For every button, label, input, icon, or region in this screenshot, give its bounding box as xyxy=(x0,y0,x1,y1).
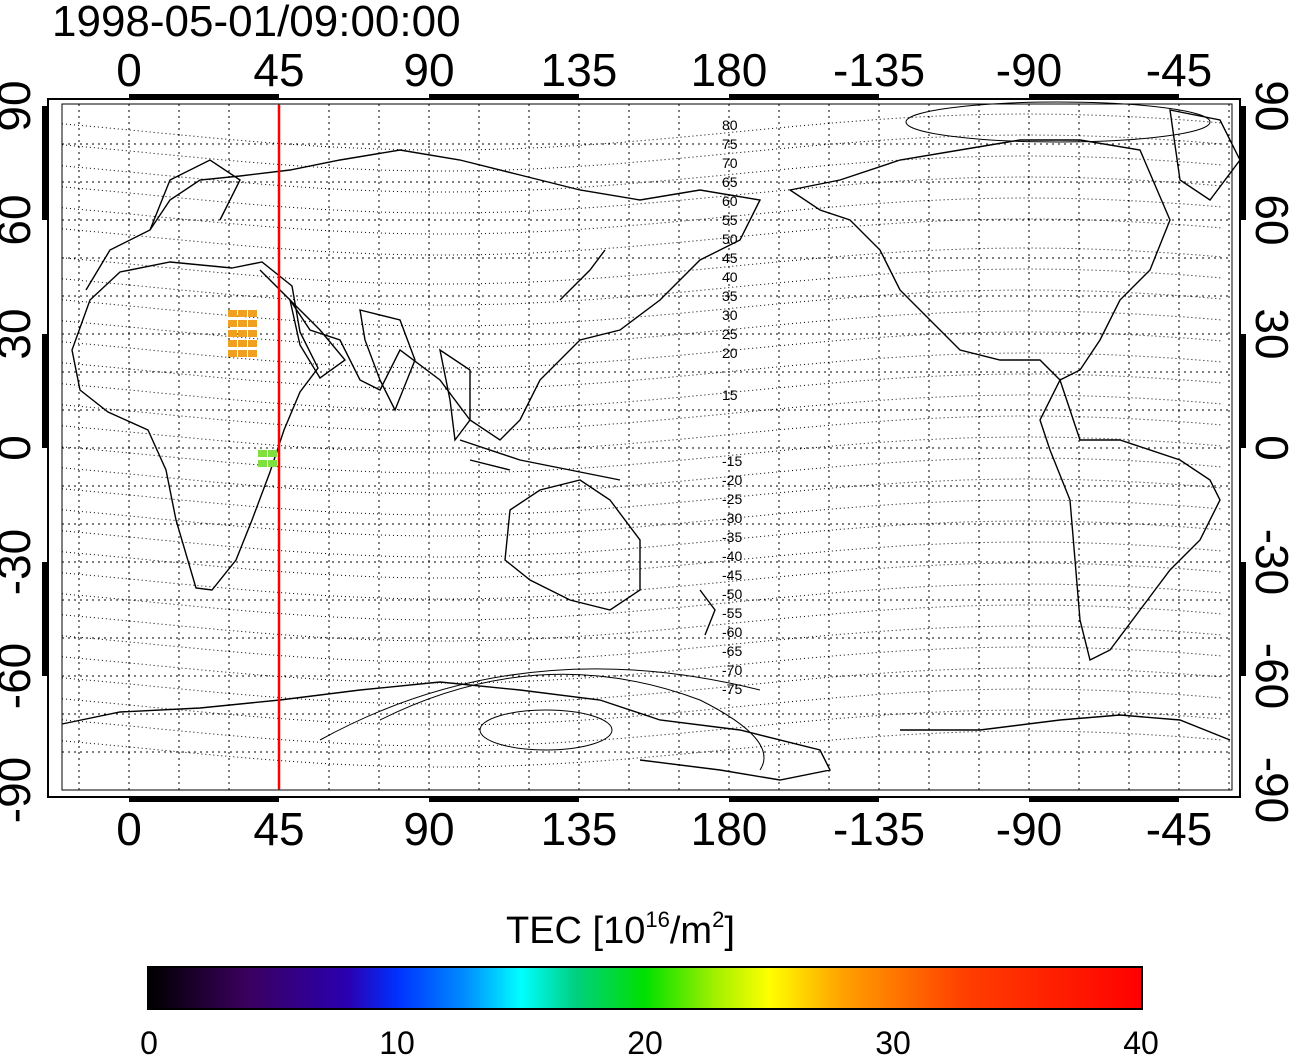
contour-label: -40 xyxy=(722,548,742,564)
left-tick-label: -90 xyxy=(0,757,40,823)
contour-label: -35 xyxy=(722,529,742,545)
top-tick-label: 45 xyxy=(253,44,304,96)
colorbar-tick-label: 10 xyxy=(379,1025,415,1061)
bottom-tick-label: 135 xyxy=(541,803,618,855)
contour-label: 45 xyxy=(722,250,738,266)
contour-label: -45 xyxy=(722,567,742,583)
graticule-grid xyxy=(62,104,1232,790)
left-tick-label: 90 xyxy=(0,80,40,131)
contour-label: -50 xyxy=(722,586,742,602)
map-title: 1998-05-01/09:00:00 xyxy=(52,0,461,46)
top-tick-label: 135 xyxy=(541,44,618,96)
top-tick-label: -45 xyxy=(1146,44,1212,96)
top-tick-label: 180 xyxy=(691,44,768,96)
contour-label: 30 xyxy=(722,307,738,323)
bottom-axis-labels: 0 45 90 135 180 -135 -90 -45 xyxy=(116,803,1212,855)
left-tick-label: 60 xyxy=(0,194,40,245)
contour-label: -60 xyxy=(722,624,742,640)
contour-label: 25 xyxy=(722,326,738,342)
bottom-tick-label: 45 xyxy=(253,803,304,855)
contour-label: -30 xyxy=(722,510,742,526)
contour-label: 15 xyxy=(722,387,738,403)
left-tick-label: 0 xyxy=(0,435,40,461)
contour-label: 55 xyxy=(722,212,738,228)
right-tick-label: 90 xyxy=(1246,80,1292,131)
contour-label: -75 xyxy=(722,681,742,697)
colorbar-tick-label: 30 xyxy=(875,1025,911,1061)
contour-label: 65 xyxy=(722,174,738,190)
top-tick-label: -90 xyxy=(996,44,1062,96)
tec-data-pixels xyxy=(228,310,277,467)
magnetic-latitude-contours xyxy=(61,101,1223,771)
right-tick-label: -90 xyxy=(1246,757,1292,823)
left-tick-label: -60 xyxy=(0,643,40,709)
contour-label: 60 xyxy=(722,193,738,209)
bottom-tick-label: 0 xyxy=(116,803,142,855)
contour-label: 50 xyxy=(722,231,738,247)
contour-label: -55 xyxy=(722,605,742,621)
right-tick-label: -60 xyxy=(1246,643,1292,709)
contour-label: 75 xyxy=(722,136,738,152)
bottom-tick-label: 90 xyxy=(403,803,454,855)
left-tick-label: 30 xyxy=(0,308,40,359)
contour-label: 80 xyxy=(722,117,738,133)
map-inner-frame xyxy=(61,103,1233,791)
contour-label: -15 xyxy=(722,453,742,469)
colorbar-tick-label: 40 xyxy=(1123,1025,1159,1061)
contour-label: 40 xyxy=(722,269,738,285)
right-tick-label: 60 xyxy=(1246,194,1292,245)
left-tick-label: -30 xyxy=(0,529,40,595)
top-axis-labels: 0 45 90 135 180 -135 -90 -45 xyxy=(116,44,1212,96)
right-axis-labels: 90 60 30 0 -30 -60 -90 xyxy=(1246,80,1292,823)
right-tick-label: 30 xyxy=(1246,308,1292,359)
contour-labels: 80 75 70 65 60 55 50 45 40 35 30 25 20 15 -15 -20 -25 -30… xyxy=(722,117,742,697)
contour-label: 70 xyxy=(722,155,738,171)
colorbar-tick-label: 0 xyxy=(140,1025,158,1061)
top-tick-label: 90 xyxy=(403,44,454,96)
contour-label: 35 xyxy=(722,288,738,304)
bottom-tick-label: -45 xyxy=(1146,803,1212,855)
bottom-tick-label: 180 xyxy=(691,803,768,855)
contour-label: -20 xyxy=(722,472,742,488)
contour-label: -25 xyxy=(722,491,742,507)
top-tick-label: 0 xyxy=(116,44,142,96)
coastlines xyxy=(61,109,1241,781)
frame-ticks xyxy=(42,94,1246,802)
top-tick-label: -135 xyxy=(833,44,925,96)
right-tick-label: 0 xyxy=(1246,435,1292,461)
colorbar-title: TEC [1016/m2] xyxy=(506,907,735,953)
colorbar-tick-label: 20 xyxy=(627,1025,663,1061)
bottom-tick-label: -135 xyxy=(833,803,925,855)
bottom-tick-label: -90 xyxy=(996,803,1062,855)
contour-label: -65 xyxy=(722,643,742,659)
right-tick-label: -30 xyxy=(1246,529,1292,595)
contour-label: -70 xyxy=(722,662,742,678)
left-axis-labels: 90 60 30 0 -30 -60 -90 xyxy=(0,80,40,823)
contour-label: 20 xyxy=(722,345,738,361)
colorbar xyxy=(147,966,1143,1010)
